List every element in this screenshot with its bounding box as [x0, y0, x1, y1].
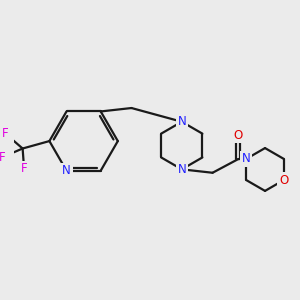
- Text: O: O: [234, 129, 243, 142]
- Text: N: N: [242, 152, 251, 165]
- Text: N: N: [177, 163, 186, 176]
- Text: F: F: [0, 151, 5, 164]
- Text: F: F: [21, 162, 27, 175]
- Text: N: N: [62, 164, 71, 177]
- Text: O: O: [279, 174, 288, 187]
- Text: N: N: [177, 115, 186, 128]
- Text: F: F: [2, 127, 8, 140]
